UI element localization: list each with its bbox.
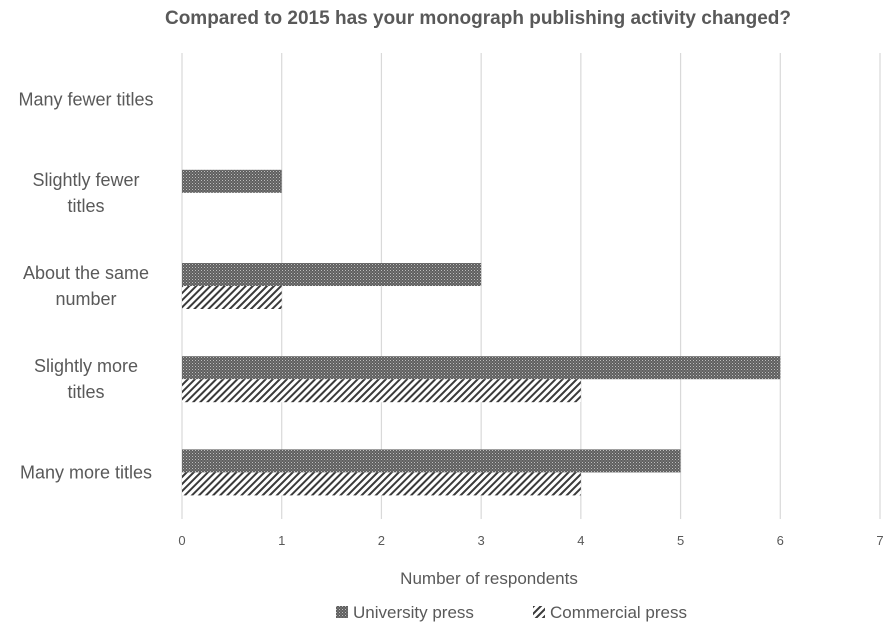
category-label: Slightly fewer bbox=[32, 170, 139, 190]
legend-swatch bbox=[533, 606, 545, 618]
bar-university-press bbox=[182, 449, 681, 473]
bar-university-press bbox=[182, 169, 282, 193]
x-tick-label: 5 bbox=[677, 533, 684, 548]
x-tick-label: 0 bbox=[178, 533, 185, 548]
chart-title: Compared to 2015 has your monograph publ… bbox=[165, 8, 791, 29]
legend: University press Commercial press bbox=[336, 603, 687, 622]
x-tick-labels: 0 1 2 3 4 5 6 7 bbox=[178, 533, 883, 548]
bar-commercial-press bbox=[182, 379, 581, 403]
x-tick-label: 6 bbox=[777, 533, 784, 548]
x-tick-label: 1 bbox=[278, 533, 285, 548]
category-label: Slightly more bbox=[34, 356, 138, 376]
category-labels: Many fewer titles Slightly fewer titles Abo… bbox=[18, 90, 153, 483]
x-tick-label: 4 bbox=[577, 533, 584, 548]
x-tick-label: 2 bbox=[378, 533, 385, 548]
legend-label: Commercial press bbox=[550, 603, 687, 622]
x-tick-label: 7 bbox=[876, 533, 883, 548]
category-label: Many fewer titles bbox=[18, 90, 153, 110]
category-label: titles bbox=[67, 196, 104, 216]
category-label: Many more titles bbox=[20, 462, 152, 482]
category-label: titles bbox=[67, 382, 104, 402]
bar-commercial-press bbox=[182, 286, 282, 309]
bar-commercial-press bbox=[182, 472, 581, 496]
bar-university-press bbox=[182, 356, 781, 380]
legend-swatch bbox=[336, 606, 348, 618]
x-tick-label: 3 bbox=[478, 533, 485, 548]
legend-label: University press bbox=[353, 603, 474, 622]
bar-university-press bbox=[182, 263, 482, 286]
category-label: About the same bbox=[23, 263, 149, 283]
x-axis-title: Number of respondents bbox=[400, 569, 578, 588]
bars bbox=[182, 169, 781, 496]
category-label: number bbox=[55, 289, 116, 309]
